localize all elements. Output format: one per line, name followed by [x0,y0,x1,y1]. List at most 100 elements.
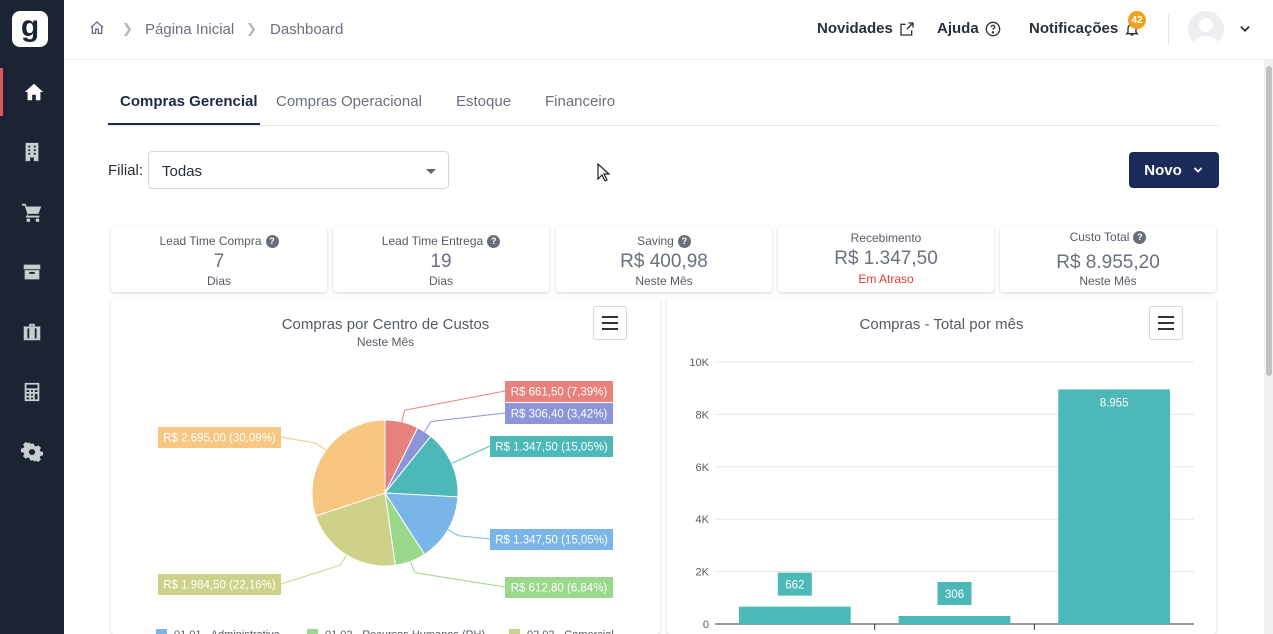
sidebar: g [0,0,64,634]
bar-data-label: 662 [777,572,812,596]
pie-data-label-text: R$ 1.347,50 (15,05%) [495,535,608,547]
novo-button-label: Novo [1144,161,1182,179]
filial-label: Filial: [108,162,144,179]
kpi-value: 19 [430,251,452,272]
breadcrumb-current: Dashboard [270,21,344,38]
tab-financeiro[interactable]: Financeiro [545,93,616,110]
kpi-card-lead-time-entrega: Lead Time Entrega? 19 Dias [333,226,549,292]
novidades-link[interactable]: Novidades [817,20,915,37]
notificacoes-label: Notificações [1029,20,1119,37]
sidebar-item-home[interactable] [0,68,64,116]
sidebar-item-finance[interactable] [0,368,64,416]
kpi-card-saving: Saving? R$ 400,98 Neste Mês [556,226,772,292]
kpi-subtitle: Dias [206,274,231,288]
pie-data-label-text: R$ 2.695,00 (30,09%) [163,433,276,445]
pie-data-label: R$ 612,80 (6,84%) [505,577,613,598]
pie-chart-panel: Compras por Centro de Custos Neste Mês R… [111,298,660,634]
help-icon[interactable]: ? [677,235,691,248]
tab-estoque[interactable]: Estoque [456,93,512,110]
sidebar-item-settings[interactable] [0,428,64,476]
gear-icon [21,442,43,462]
pie-data-label-box [490,529,613,550]
bar[interactable] [738,606,851,624]
filial-select[interactable]: Todas [148,151,449,189]
pie-data-label-box [505,403,613,424]
breadcrumb-home-icon[interactable] [89,20,105,36]
pie-label-connector [280,436,327,451]
top-bar: ❯ Página Inicial ❯ Dashboard Novidades A… [64,0,1273,60]
pie-data-label-box [158,427,281,448]
chart-subtitle: Neste Mês [356,335,415,349]
menu-icon-line [1158,328,1174,330]
kpi-card-recebimento: Recebimento R$ 1.347,50 Em Atraso [778,226,994,292]
pie-slice[interactable] [311,419,386,517]
pie-chart: R$ 661,50 (7,39%) R$ 306,40 (3,42%) R$ 1.3… [156,381,614,634]
chart-menu-button[interactable] [1149,306,1183,340]
pie-data-label-box [158,574,281,595]
brand-logo[interactable]: g [12,11,48,47]
bar-data-label: 306 [937,581,972,605]
pie-data-label-text: R$ 1.347,50 (15,05%) [495,442,608,454]
chart-menu-button[interactable] [593,306,627,340]
user-icon [1192,18,1220,47]
home-icon [24,83,43,101]
bar-data-label-box [777,572,812,596]
kpi-value: R$ 1.347,50 [834,248,938,269]
avatar[interactable] [1188,11,1224,47]
legend-label: 01.01 - Administrativo [174,629,280,634]
pie-data-label-box [505,577,613,598]
pie-label-connector [447,529,491,540]
bar-chart-panel: Compras - Total por mês 0 2K 4K 6K 8K 10K 662 3… [667,298,1216,634]
cart-icon [21,203,42,223]
help-icon[interactable]: ? [487,235,501,248]
legend-label: 02.02 - Comercial [527,629,614,634]
sidebar-item-company[interactable] [0,128,64,176]
kpi-title: Saving? [556,234,772,248]
legend-item[interactable]: 02.02 - Comercial [509,629,614,634]
chevron-down-icon[interactable] [1238,22,1252,36]
pie-data-label-text: R$ 306,40 (3,42%) [511,409,608,421]
topbar-divider [1168,14,1169,44]
tab-compras-gerencial[interactable]: Compras Gerencial [120,93,258,110]
pie-slice[interactable] [315,492,396,567]
legend-swatch [307,629,318,634]
active-tab-indicator [108,123,260,125]
notificacoes-link[interactable]: Notificações [1029,20,1140,37]
sidebar-item-stock[interactable] [0,248,64,296]
kpi-value: R$ 400,98 [620,251,708,272]
chevron-down-icon [1193,167,1202,173]
help-circle-icon [985,21,1001,36]
bar[interactable] [898,615,1011,624]
sidebar-item-purchases[interactable] [0,188,64,236]
bar-data-label: 8.955 [1100,397,1129,409]
pie-label-connector [410,561,506,588]
chart-title: Compras por Centro de Custos [281,316,490,333]
dashboard-tabs: Compras Gerencial Compras Operacional Es… [108,84,1219,126]
pie-data-label-box [490,436,613,457]
calculator-icon [24,382,40,402]
legend-item[interactable]: 01.02 - Recursos Humanos (RH) [307,629,485,634]
ajuda-link[interactable]: Ajuda [937,20,1001,37]
legend-item[interactable]: 01.01 - Administrativo [156,629,280,634]
bar[interactable] [1058,389,1171,624]
help-icon[interactable]: ? [265,235,279,248]
breadcrumb-separator-icon: ❯ [246,21,257,36]
legend-swatch [509,629,520,634]
kpi-subtitle: Em Atraso [858,272,914,286]
menu-icon [1158,316,1174,318]
menu-icon [602,316,618,318]
tab-compras-operacional[interactable]: Compras Operacional [276,93,422,110]
sidebar-item-services[interactable] [0,308,64,356]
kpi-subtitle: Neste Mês [1079,274,1137,288]
novo-button[interactable]: Novo [1129,152,1219,188]
kpi-card-lead-time-compra: Lead Time Compra? 7 Dias [111,226,327,292]
kpi-subtitle: Dias [428,274,453,288]
mouse-cursor-icon [597,163,611,182]
help-icon[interactable]: ? [1133,231,1147,244]
breadcrumb-home-link[interactable]: Página Inicial [145,21,235,38]
brand-logo-letter: g [20,10,40,43]
pie-data-label-text: R$ 661,50 (7,39%) [511,387,608,399]
scrollbar-thumb[interactable] [1266,66,1272,376]
pie-label-connector [424,412,506,432]
pie-label-connector [451,445,491,464]
